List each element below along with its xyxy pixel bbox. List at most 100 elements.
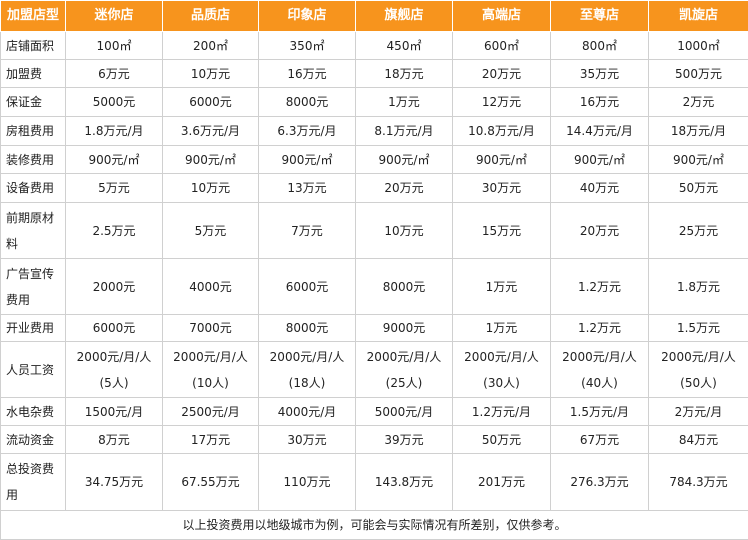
table-cell: 800㎡ — [550, 31, 649, 60]
table-cell: 67.55万元 — [162, 453, 259, 511]
table-cell: 1.5万元/月 — [550, 397, 649, 426]
table-cell: 6000元 — [258, 258, 356, 315]
table-cell: 35万元 — [550, 59, 649, 88]
table-cell: 1万元 — [452, 258, 551, 315]
table-cell: 84万元 — [648, 425, 748, 454]
row-label: 水电杂费 — [0, 397, 66, 426]
table-cell: 5万元 — [65, 173, 163, 203]
table-cell: 8000元 — [258, 314, 356, 342]
table-cell: 20万元 — [355, 173, 453, 203]
row-label: 流动资金 — [0, 425, 66, 454]
table-cell: 50万元 — [452, 425, 551, 454]
table-cell: 2万元/月 — [648, 397, 748, 426]
table-row: 人员工资 2000元/月/人 (5人) 2000元/月/人 (10人) 2000元/月… — [0, 341, 748, 398]
header-cell: 印象店 — [258, 0, 356, 32]
table-cell: 10万元 — [355, 202, 453, 259]
table-cell: 20万元 — [550, 202, 649, 259]
header-cell: 高端店 — [452, 0, 551, 32]
table-cell: 900元/㎡ — [452, 145, 551, 174]
table-row: 总投资费用 34.75万元 67.55万元 110万元 143.8万元 201万元 276.… — [0, 453, 748, 511]
table-cell: 12万元 — [452, 87, 551, 117]
table-cell: 18万元/月 — [648, 116, 748, 146]
header-cell: 至尊店 — [550, 0, 649, 32]
table-cell: 7000元 — [162, 314, 259, 342]
table-cell: 40万元 — [550, 173, 649, 203]
row-label: 店铺面积 — [0, 31, 66, 60]
row-label: 人员工资 — [0, 341, 66, 398]
table-cell: 6000元 — [65, 314, 163, 342]
table-cell: 9000元 — [355, 314, 453, 342]
table-cell: 900元/㎡ — [162, 145, 259, 174]
table-cell: 2000元/月/人 (50人) — [648, 341, 748, 398]
row-label: 保证金 — [0, 87, 66, 117]
table-cell: 143.8万元 — [355, 453, 453, 511]
table-cell: 784.3万元 — [648, 453, 748, 511]
table-cell: 200㎡ — [162, 31, 259, 60]
row-label: 设备费用 — [0, 173, 66, 203]
table-cell: 30万元 — [452, 173, 551, 203]
table-row: 保证金 5000元 6000元 8000元 1万元 12万元 16万元 2万元 — [0, 87, 748, 117]
header-cell: 迷你店 — [65, 0, 163, 32]
table-cell: 2万元 — [648, 87, 748, 117]
table-row: 水电杂费 1500元/月 2500元/月 4000元/月 5000元/月 1.2万元/月 1… — [0, 397, 748, 426]
row-label: 广告宣传费用 — [0, 258, 66, 315]
header-cell: 凯旋店 — [648, 0, 748, 32]
table-cell: 7万元 — [258, 202, 356, 259]
table-row: 房租费用 1.8万元/月 3.6万元/月 6.3万元/月 8.1万元/月 10.8万元/月… — [0, 116, 748, 146]
table-cell: 10万元 — [162, 173, 259, 203]
table-cell: 1.5万元 — [648, 314, 748, 342]
table-row: 装修费用 900元/㎡ 900元/㎡ 900元/㎡ 900元/㎡ 900元/㎡ 900元/㎡… — [0, 145, 748, 174]
table-row: 流动资金 8万元 17万元 30万元 39万元 50万元 67万元 84万元 — [0, 425, 748, 454]
table-cell: 600㎡ — [452, 31, 551, 60]
table-cell: 30万元 — [258, 425, 356, 454]
table-cell: 500万元 — [648, 59, 748, 88]
header-cell: 加盟店型 — [0, 0, 66, 32]
header-row: 加盟店型 迷你店 品质店 印象店 旗舰店 高端店 至尊店 凯旋店 — [0, 0, 748, 32]
row-label: 总投资费用 — [0, 453, 66, 511]
table-row: 设备费用 5万元 10万元 13万元 20万元 30万元 40万元 50万元 — [0, 173, 748, 203]
table-cell: 1万元 — [355, 87, 453, 117]
table-cell: 1.8万元/月 — [65, 116, 163, 146]
table-cell: 2000元 — [65, 258, 163, 315]
table-cell: 14.4万元/月 — [550, 116, 649, 146]
table-cell: 8000元 — [258, 87, 356, 117]
table-cell: 2000元/月/人 (25人) — [355, 341, 453, 398]
table-cell: 10.8万元/月 — [452, 116, 551, 146]
table-cell: 5000元 — [65, 87, 163, 117]
table-cell: 1.8万元 — [648, 258, 748, 315]
table-cell: 4000元 — [162, 258, 259, 315]
table-cell: 2000元/月/人 (18人) — [258, 341, 356, 398]
table-cell: 67万元 — [550, 425, 649, 454]
table-cell: 6万元 — [65, 59, 163, 88]
table-cell: 10万元 — [162, 59, 259, 88]
table-cell: 2000元/月/人 (5人) — [65, 341, 163, 398]
table-cell: 2.5万元 — [65, 202, 163, 259]
table-cell: 1.2万元 — [550, 314, 649, 342]
table-row: 广告宣传费用 2000元 4000元 6000元 8000元 1万元 1.2万元 1.8万元 — [0, 258, 748, 315]
table-cell: 8.1万元/月 — [355, 116, 453, 146]
table-cell: 1.2万元 — [550, 258, 649, 315]
table-cell: 1万元 — [452, 314, 551, 342]
table-cell: 900元/㎡ — [550, 145, 649, 174]
table-cell: 5万元 — [162, 202, 259, 259]
table-cell: 100㎡ — [65, 31, 163, 60]
table-cell: 1500元/月 — [65, 397, 163, 426]
table-cell: 39万元 — [355, 425, 453, 454]
row-label: 装修费用 — [0, 145, 66, 174]
table-row: 加盟费 6万元 10万元 16万元 18万元 20万元 35万元 500万元 — [0, 59, 748, 88]
table-cell: 900元/㎡ — [258, 145, 356, 174]
table-cell: 2000元/月/人 (30人) — [452, 341, 551, 398]
table-cell: 1.2万元/月 — [452, 397, 551, 426]
table-row: 开业费用 6000元 7000元 8000元 9000元 1万元 1.2万元 1.5万元 — [0, 314, 748, 342]
table-cell: 6000元 — [162, 87, 259, 117]
table-cell: 50万元 — [648, 173, 748, 203]
table-cell: 34.75万元 — [65, 453, 163, 511]
table-cell: 4000元/月 — [258, 397, 356, 426]
table-cell: 201万元 — [452, 453, 551, 511]
table-cell: 450㎡ — [355, 31, 453, 60]
table-cell: 16万元 — [550, 87, 649, 117]
table-cell: 110万元 — [258, 453, 356, 511]
table-cell: 17万元 — [162, 425, 259, 454]
